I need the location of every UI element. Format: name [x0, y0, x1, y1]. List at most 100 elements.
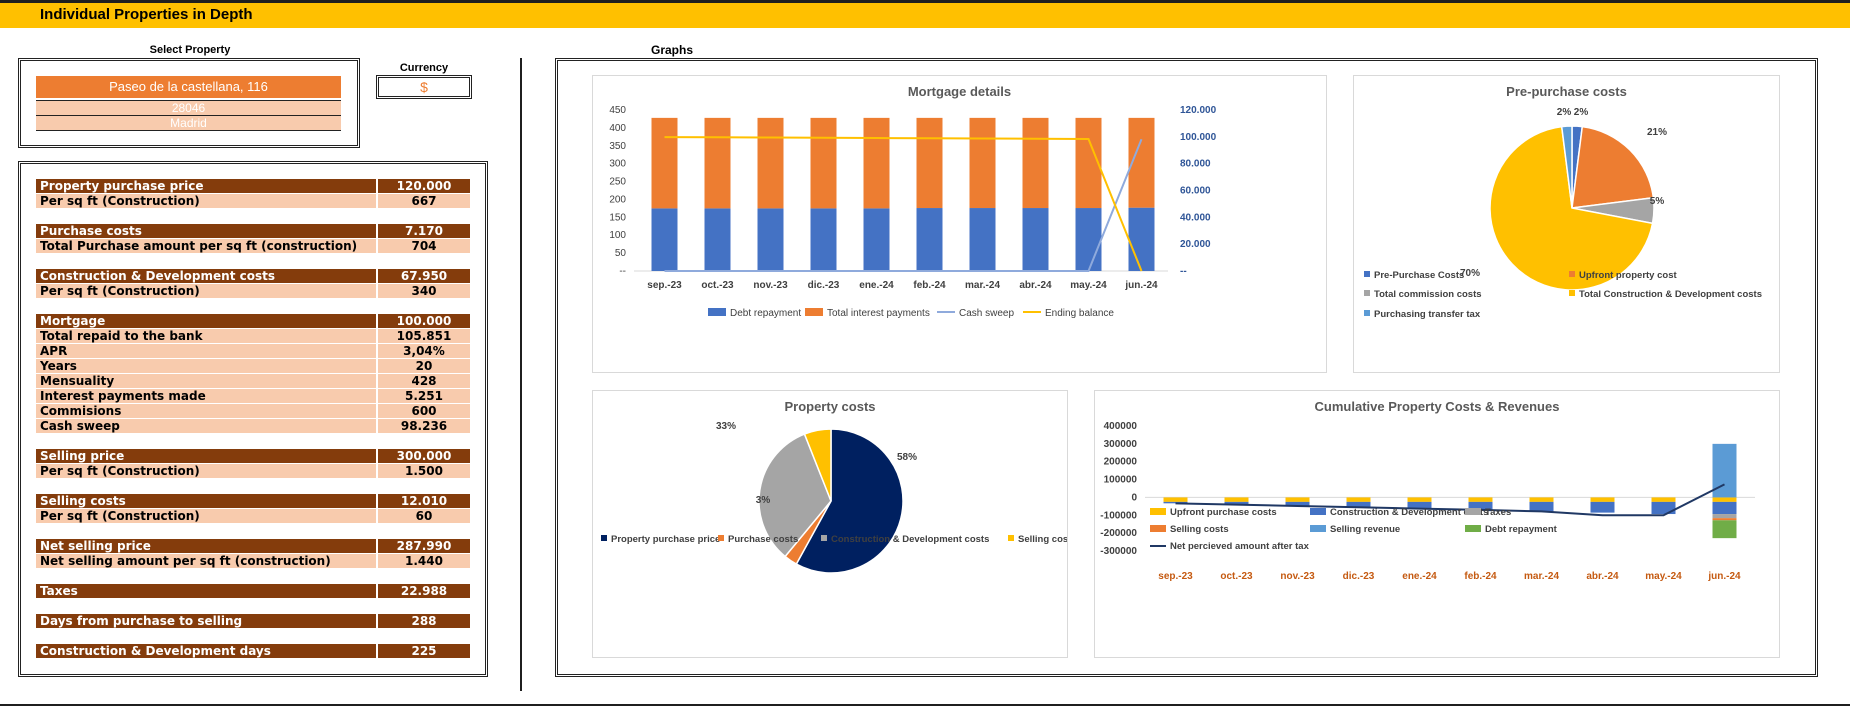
metric-row: Per sq ft (Construction) 60 [36, 509, 470, 523]
y2-tick-label: 20.000 [1180, 239, 1211, 250]
legend-label: Selling costs [1018, 534, 1067, 545]
cumulative-chart-box: Cumulative Property Costs & Revenues 4000… [1094, 390, 1780, 658]
stacked-bar-segment [1468, 501, 1493, 510]
y-tick-label: 100 [609, 230, 626, 241]
y-tick-label: 0 [1131, 492, 1137, 503]
graphs-panel [555, 58, 1818, 677]
y-tick-label: -100000 [1100, 510, 1137, 521]
metric-value: 20 [378, 359, 470, 373]
x-tick-label: dic.-23 [808, 280, 840, 291]
legend-swatch [1364, 290, 1370, 296]
metrics-panel [18, 161, 488, 677]
currency-select[interactable]: $ [376, 75, 472, 99]
metric-value: 22.988 [378, 584, 470, 598]
y-tick-label: 400000 [1104, 421, 1138, 432]
bar-interest-payments [704, 117, 731, 209]
stacked-bar-segment [1285, 497, 1310, 502]
bar-interest-payments [651, 117, 678, 209]
y-tick-label: 50 [615, 248, 627, 259]
y2-tick-label: -- [1180, 266, 1187, 277]
legend-label: Debt repayment [730, 308, 801, 319]
metric-row: Per sq ft (Construction) 1.500 [36, 464, 470, 478]
series-line [664, 138, 1143, 272]
metric-label: Construction & Development days [36, 644, 376, 658]
legend-swatch [718, 535, 724, 541]
stacked-bar-segment [1224, 497, 1249, 502]
page-header: Individual Properties in Depth [0, 0, 1850, 28]
legend-label: Cash sweep [959, 308, 1014, 319]
metric-label: Per sq ft (Construction) [36, 509, 376, 523]
metric-label: Taxes [36, 584, 376, 598]
legend-label: Pre-Purchase Costs [1374, 270, 1464, 281]
metric-label: Selling price [36, 449, 376, 463]
x-tick-label: ene.-24 [859, 280, 894, 291]
legend-label: Purchasing transfer tax [1374, 309, 1481, 320]
bar-interest-payments [863, 117, 890, 209]
stacked-bar-segment [1529, 501, 1554, 512]
legend-swatch [1569, 271, 1575, 277]
pie-slice [1571, 125, 1655, 209]
mortgage-chart-box: Mortgage details 450 400 350 300 250 200 150 100… [592, 75, 1327, 373]
pie-slice [1489, 125, 1654, 291]
metric-value: 428 [378, 374, 470, 388]
page-title: Individual Properties in Depth [40, 6, 253, 23]
metric-value: 5.251 [378, 389, 470, 403]
y-tick-label: 450 [609, 105, 626, 116]
metric-label: Per sq ft (Construction) [36, 194, 376, 208]
legend-label: Selling revenue [1330, 524, 1400, 535]
metric-label: Purchase costs [36, 224, 376, 238]
pre-purchase-chart: Pre-purchase costs 2% 21% 5% 70% 2% Pre-Purcha… [1364, 84, 1762, 320]
section-divider [520, 58, 522, 691]
legend-swatch [805, 308, 823, 316]
bar-debt-repayment [863, 208, 890, 271]
stacked-bar-segment [1163, 501, 1188, 504]
pie-value-label: 33% [716, 421, 736, 432]
metric-row: Per sq ft (Construction) 667 [36, 194, 470, 208]
stacked-bar-segment [1468, 497, 1493, 502]
y-tick-label: 200000 [1104, 457, 1138, 468]
x-tick-label: sep.-23 [647, 280, 682, 291]
metric-row: Commisions 600 [36, 404, 470, 418]
x-tick-label: dic.-23 [1343, 571, 1375, 582]
legend-swatch [1364, 310, 1370, 316]
metric-value: 98.236 [378, 419, 470, 433]
legend-swatch [1310, 508, 1326, 515]
property-city: Madrid [36, 115, 341, 131]
legend-swatch [1569, 290, 1575, 296]
x-tick-label: jun.-24 [1707, 571, 1741, 582]
metric-label: Cash sweep [36, 419, 376, 433]
legend-label: Upfront property cost [1579, 270, 1677, 281]
legend-swatch [1465, 508, 1481, 515]
metric-row: Taxes 22.988 [36, 584, 470, 598]
metric-value: 3,04% [378, 344, 470, 358]
legend-swatch [1465, 525, 1481, 532]
y-tick-label: 100000 [1104, 475, 1138, 486]
legend-swatch [1310, 525, 1326, 532]
metric-value: 7.170 [378, 224, 470, 238]
x-tick-label: mar.-24 [1524, 571, 1559, 582]
legend-label: Selling costs [1170, 524, 1229, 535]
metric-label: Interest payments made [36, 389, 376, 403]
metric-value: 1.440 [378, 554, 470, 568]
property-address-select[interactable]: Paseo de la castellana, 116 [36, 76, 341, 98]
stacked-bar-segment [1590, 501, 1615, 513]
metric-row: Property purchase price 120.000 [36, 179, 470, 193]
pie-value-label: 5% [1650, 196, 1665, 207]
stacked-bar-segment [1529, 497, 1554, 502]
legend-swatch [601, 535, 607, 541]
stacked-bar-segment [1407, 497, 1432, 502]
stacked-bar-segment [1285, 501, 1310, 506]
metric-row: Construction & Development costs 67.950 [36, 269, 470, 283]
metric-row: Per sq ft (Construction) 340 [36, 284, 470, 298]
legend-swatch [1150, 525, 1166, 532]
pre-purchase-chart-box: Pre-purchase costs 2% 21% 5% 70% 2% Pre-Purcha… [1353, 75, 1780, 373]
x-tick-label: abr.-24 [1019, 280, 1052, 291]
pie-value-label: 70% [1460, 268, 1480, 279]
metric-label: Mortgage [36, 314, 376, 328]
stacked-bar-segment [1590, 497, 1615, 502]
legend-label: Total Construction & Development costs [1579, 289, 1762, 300]
y-tick-label: -200000 [1100, 528, 1137, 539]
y-tick-label: -300000 [1100, 546, 1137, 557]
x-tick-label: ene.-24 [1402, 571, 1437, 582]
